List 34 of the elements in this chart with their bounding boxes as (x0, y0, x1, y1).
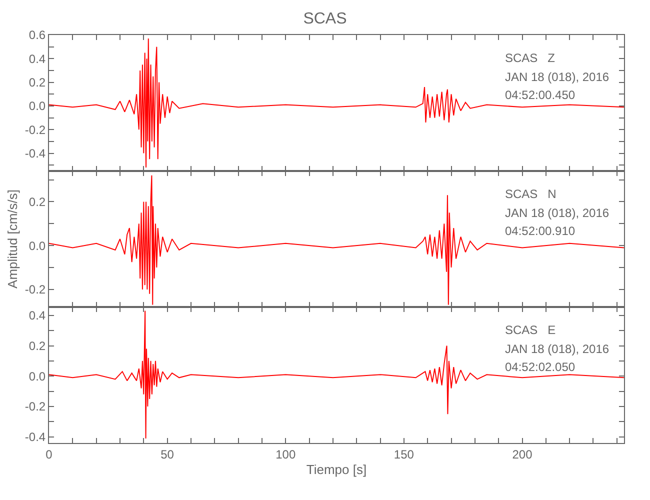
x-axis-title: Tiempo [s] (306, 462, 367, 477)
annotation: SCAS N (505, 187, 556, 201)
y-tick-label: -0.2 (24, 400, 46, 414)
x-tick-label: 0 (46, 447, 53, 462)
annotation: 04:52:02.050 (505, 360, 576, 374)
y-tick-label: 0.2 (28, 76, 46, 90)
y-tick-label: 0.0 (28, 99, 46, 114)
y-tick-label: 0.2 (28, 194, 46, 209)
y-tick-label: -0.4 (24, 430, 46, 444)
annotation: 04:52:00.910 (505, 224, 576, 238)
annotation: SCAS Z (505, 51, 556, 65)
x-tick-label: 200 (512, 447, 533, 462)
x-tick-label: 150 (394, 447, 414, 462)
annotation: JAN 18 (018), 2016 (505, 70, 610, 84)
y-tick-label: 0.0 (28, 369, 46, 384)
y-tick-label: -0.2 (24, 282, 46, 297)
y-tick-label: -0.2 (24, 122, 46, 137)
annotation: SCAS E (505, 323, 556, 337)
line-series (49, 174, 624, 306)
annotation: JAN 18 (018), 2016 (505, 342, 610, 356)
annotation: JAN 18 (018), 2016 (505, 206, 610, 220)
line-series (49, 38, 624, 168)
y-tick-label: 0.4 (28, 308, 46, 323)
y-tick-label: 0.6 (28, 28, 46, 42)
line-series (49, 310, 624, 439)
y-tick-label: -0.4 (24, 146, 46, 160)
chart-title: SCAS (303, 10, 347, 28)
y-tick-label: 0.4 (28, 52, 46, 66)
x-tick-label: 50 (160, 447, 174, 462)
annotation: 04:52:00.450 (505, 88, 576, 102)
y-tick-label: 0.0 (28, 238, 46, 253)
y-axis-title: Amplitud [cm/s/s] (4, 190, 20, 288)
y-tick-label: 0.2 (28, 338, 46, 353)
x-tick-label: 100 (276, 447, 296, 462)
